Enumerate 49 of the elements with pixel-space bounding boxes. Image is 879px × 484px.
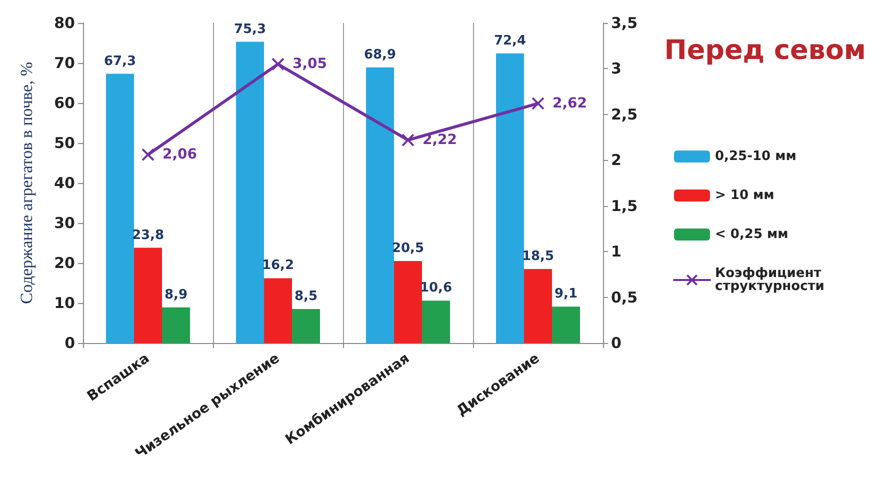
data-label: 68,9 (364, 47, 396, 62)
y-tick-label: 20 (54, 254, 75, 272)
data-label: 3,05 (292, 56, 328, 72)
bar (106, 74, 134, 343)
bar (524, 269, 552, 343)
data-label: 2,62 (552, 95, 588, 112)
bar (264, 278, 292, 343)
bar (552, 306, 580, 343)
bar (134, 248, 162, 343)
bar (162, 307, 190, 343)
data-label: 8,5 (294, 289, 318, 304)
point (142, 148, 154, 162)
y2-tick-label: 0 (611, 334, 622, 352)
y2-tick-label: 1,5 (611, 196, 638, 215)
data-label: 75,3 (234, 22, 266, 37)
bar (292, 309, 320, 343)
y-tick-label: 80 (54, 14, 75, 32)
y-axis-title: Содержание агрегатов в почве, % (17, 62, 36, 304)
data-label: 67,3 (104, 54, 136, 69)
data-label: 2,06 (162, 146, 198, 163)
bar (394, 261, 422, 343)
y2-tick-label: 1 (611, 242, 622, 261)
y-tick-label: 70 (54, 54, 75, 72)
y2-tick-label: 3 (611, 60, 622, 78)
legend-label: Коэффициент структурности (715, 266, 824, 294)
legend-label: > 10 мм (715, 188, 774, 203)
point (532, 96, 544, 110)
y2-tick-label: 0,5 (611, 288, 638, 306)
point (272, 58, 284, 71)
legend-label: 0,25-10 мм (715, 149, 796, 164)
y-tick-label: 10 (54, 294, 75, 312)
y2-tick-label: 2 (611, 151, 622, 170)
bar (366, 67, 394, 343)
point (402, 134, 414, 147)
y2-tick-label: 2,5 (611, 105, 638, 124)
legend-label: < 0,25 мм (715, 227, 788, 242)
bar (496, 53, 524, 343)
y-tick-label: 50 (54, 134, 75, 152)
y-tick-label: 40 (54, 174, 75, 192)
y2-tick-label: 3,5 (611, 14, 638, 32)
y-tick-label: 30 (54, 214, 75, 232)
data-label: 9,1 (554, 286, 578, 302)
text: Перед севом (664, 35, 866, 66)
bar (422, 300, 450, 343)
bar (236, 42, 264, 343)
data-label: 72,4 (494, 33, 526, 48)
y-tick-label: 60 (54, 94, 75, 112)
data-label: 8,9 (164, 287, 188, 302)
y-tick-label: 0 (64, 334, 75, 352)
